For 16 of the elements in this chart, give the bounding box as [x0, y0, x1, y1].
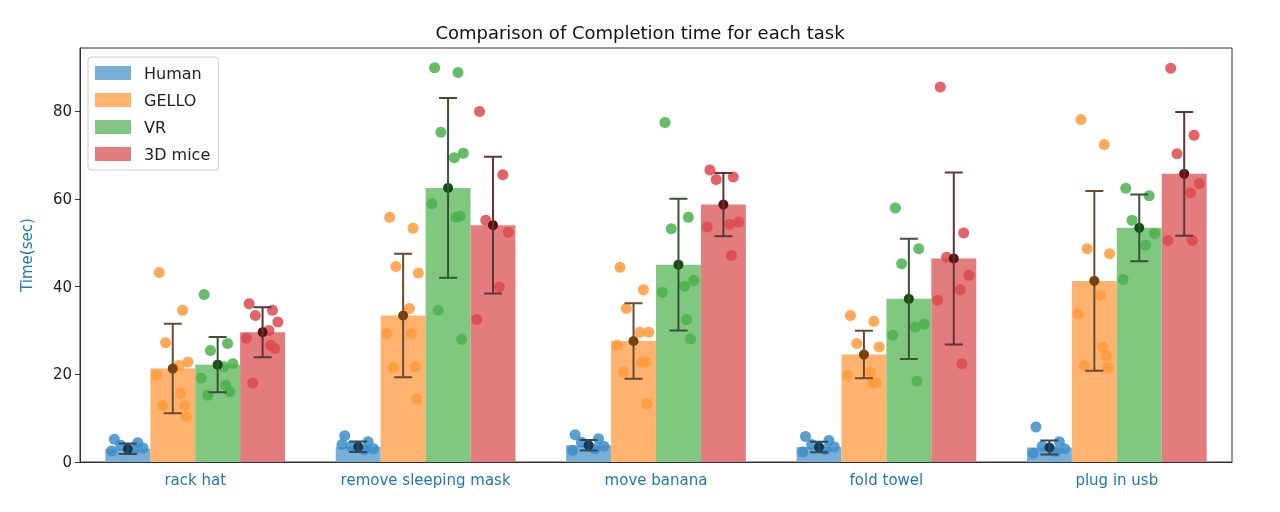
legend-label: Human — [144, 63, 202, 83]
y-tick-label: 20 — [52, 365, 72, 384]
y-tick-label: 60 — [52, 189, 72, 208]
chart-title: Comparison of Completion time for each task — [435, 21, 846, 43]
legend-label: GELLO — [144, 90, 197, 110]
x-tick-label: move banana — [604, 470, 708, 489]
legend-label: 3D mice — [144, 144, 211, 164]
x-tick-label: rack hat — [164, 470, 227, 489]
x-tick-label: plug in usb — [1075, 470, 1159, 489]
x-tick-label: remove sleeping mask — [340, 470, 511, 489]
y-axis-title: Time(sec) — [17, 218, 36, 293]
x-tick-label: fold towel — [849, 470, 924, 489]
y-tick-label: 0 — [62, 453, 72, 471]
y-tick-label: 80 — [52, 102, 72, 121]
legend-label: VR — [144, 117, 167, 137]
y-tick-label: 40 — [52, 277, 72, 296]
